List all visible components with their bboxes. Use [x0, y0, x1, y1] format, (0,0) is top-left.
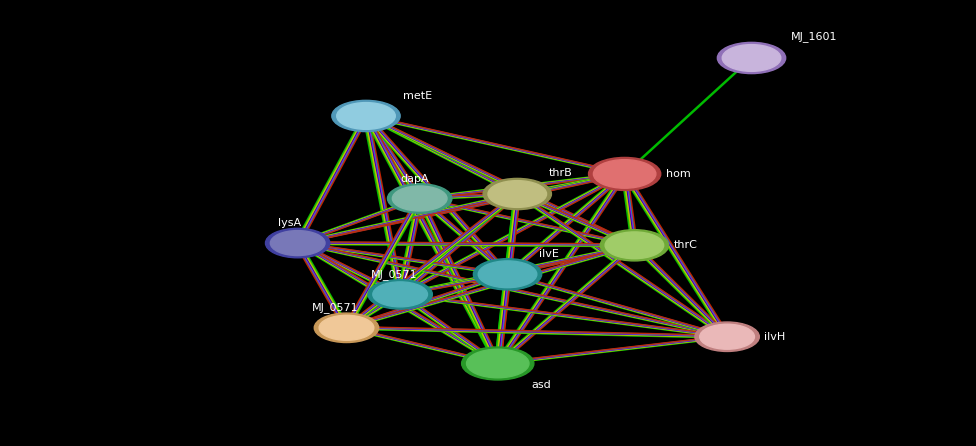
- Circle shape: [373, 282, 427, 307]
- Circle shape: [722, 45, 781, 71]
- Text: lysA: lysA: [278, 219, 302, 228]
- Circle shape: [387, 184, 452, 213]
- Circle shape: [600, 230, 669, 261]
- Circle shape: [368, 280, 432, 309]
- Circle shape: [700, 324, 754, 349]
- Circle shape: [483, 178, 551, 210]
- Text: dapA: dapA: [400, 174, 428, 184]
- Circle shape: [589, 157, 661, 190]
- Circle shape: [270, 231, 325, 256]
- Circle shape: [319, 315, 374, 340]
- Text: asd: asd: [531, 380, 550, 390]
- Text: ilvE: ilvE: [539, 249, 558, 259]
- Circle shape: [717, 42, 786, 74]
- Circle shape: [392, 186, 447, 211]
- Text: thrB: thrB: [549, 169, 572, 178]
- Text: MJ_1601: MJ_1601: [791, 32, 837, 42]
- Circle shape: [314, 313, 379, 343]
- Text: thrC: thrC: [673, 240, 697, 250]
- Circle shape: [473, 259, 542, 290]
- Circle shape: [462, 347, 534, 380]
- Circle shape: [605, 232, 664, 259]
- Circle shape: [265, 228, 330, 258]
- Text: MJ_0571: MJ_0571: [371, 269, 418, 280]
- Circle shape: [488, 181, 547, 207]
- Text: MJ_0571: MJ_0571: [312, 302, 359, 313]
- Text: metE: metE: [403, 91, 432, 101]
- Circle shape: [695, 322, 759, 351]
- Text: ilvH: ilvH: [764, 332, 786, 342]
- Circle shape: [467, 349, 529, 378]
- Text: hom: hom: [666, 169, 690, 179]
- Circle shape: [337, 103, 395, 129]
- Circle shape: [593, 160, 656, 188]
- Circle shape: [332, 100, 400, 132]
- Circle shape: [478, 261, 537, 288]
